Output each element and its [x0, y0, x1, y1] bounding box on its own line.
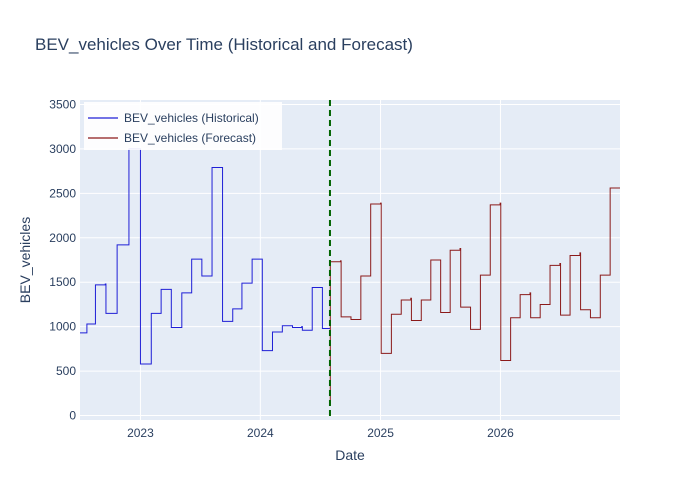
y-tick-label: 2000	[49, 231, 76, 245]
forecast-series-line	[329, 187, 620, 404]
plot-area	[80, 100, 620, 420]
y-tick-label: 2500	[49, 186, 76, 200]
legend[interactable]: BEV_vehicles (Historical) BEV_vehicles (…	[84, 102, 282, 150]
y-tick-label: 1500	[49, 275, 76, 289]
x-tick-label: 2024	[247, 426, 274, 440]
y-tick-label: 1000	[49, 320, 76, 334]
ticks-layer: 0 500 1000 1500 2000 2500 3000 3500 2023 2024 2025…	[49, 97, 514, 440]
historical-series-line	[80, 148, 330, 365]
legend-label-historical[interactable]: BEV_vehicles (Historical)	[124, 111, 259, 125]
legend-background	[84, 102, 282, 150]
x-axis-title: Date	[335, 447, 365, 463]
x-tick-label: 2025	[367, 426, 394, 440]
y-tick-label: 3500	[49, 97, 76, 111]
series-layer	[80, 148, 620, 404]
x-tick-label: 2023	[127, 426, 154, 440]
y-tick-label: 500	[56, 364, 76, 378]
legend-label-forecast[interactable]: BEV_vehicles (Forecast)	[124, 131, 256, 145]
y-axis-title: BEV_vehicles	[17, 217, 33, 303]
y-tick-label: 0	[69, 409, 76, 423]
x-tick-label: 2026	[487, 426, 514, 440]
y-tick-label: 3000	[49, 142, 76, 156]
chart-title: BEV_vehicles Over Time (Historical and F…	[35, 35, 413, 54]
